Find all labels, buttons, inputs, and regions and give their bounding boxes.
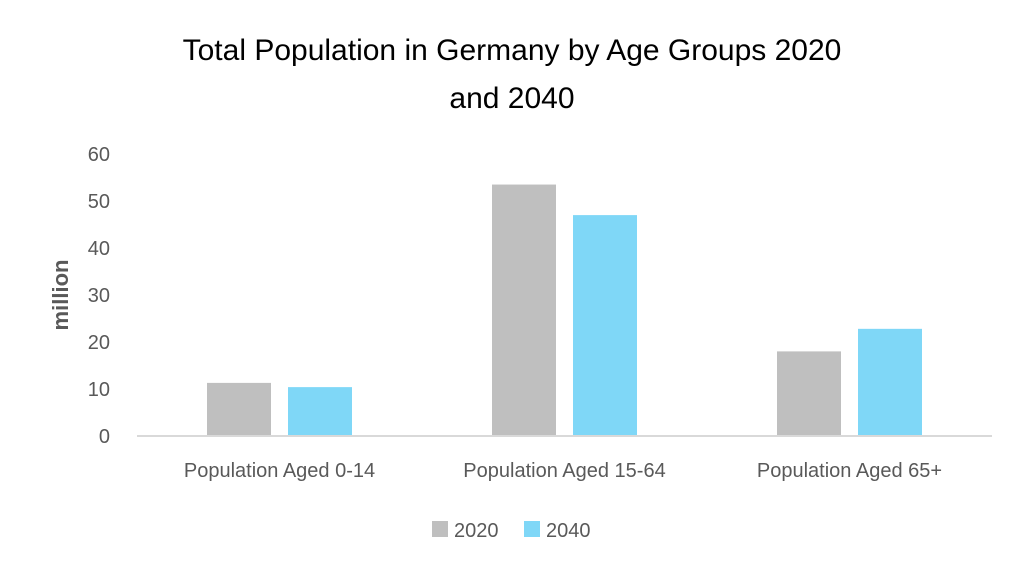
legend-label-2040: 2040 — [546, 520, 591, 542]
y-axis-label: million — [48, 260, 73, 331]
bar-2020-1 — [207, 382, 271, 436]
bar-2040-1 — [288, 387, 352, 436]
y-tick-label: 20 — [88, 332, 110, 354]
bar-2040-3 — [858, 328, 922, 436]
plot-area: 0 10 20 30 40 50 60 Population Aged 0-14 Populat… — [88, 144, 942, 482]
y-tick-label: 40 — [88, 238, 110, 260]
y-tick-label: 50 — [88, 191, 110, 213]
legend-swatch-2040 — [524, 521, 540, 537]
x-category-label: Population Aged 0-14 — [184, 460, 375, 482]
y-tick-label: 60 — [88, 144, 110, 166]
bar-2020-3 — [777, 351, 841, 436]
legend-label-2020: 2020 — [454, 520, 499, 542]
legend: 2020 2040 — [432, 520, 591, 542]
y-tick-label: 10 — [88, 379, 110, 401]
chart-title-line2: and 2040 — [449, 82, 574, 115]
legend-swatch-2020 — [432, 521, 448, 537]
bar-2040-2 — [573, 215, 637, 436]
bar-2020-2 — [492, 184, 556, 436]
chart-title-line1: Total Population in Germany by Age Group… — [183, 34, 842, 67]
y-tick-label: 0 — [99, 426, 110, 448]
x-category-label: Population Aged 65+ — [757, 460, 942, 482]
y-tick-label: 30 — [88, 285, 110, 307]
x-category-label: Population Aged 15-64 — [463, 460, 665, 482]
